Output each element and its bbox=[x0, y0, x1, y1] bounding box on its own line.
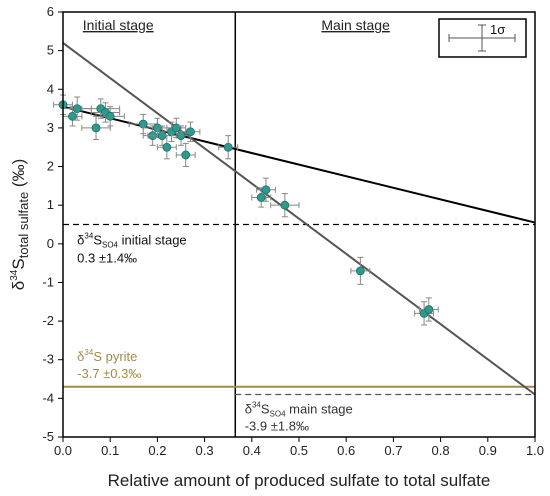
data-point bbox=[68, 111, 77, 121]
annotation-part: δ bbox=[245, 402, 252, 417]
y-tick-label: 2 bbox=[47, 159, 54, 174]
data-point bbox=[72, 104, 82, 113]
annotation-part: SO4 bbox=[102, 241, 119, 250]
annotation-part: SO4 bbox=[270, 410, 287, 419]
y-tick-label: -3 bbox=[42, 352, 54, 367]
x-tick-label: 0.2 bbox=[148, 443, 166, 458]
data-point-group bbox=[256, 177, 276, 202]
stage-label-main: Main stage bbox=[321, 17, 390, 33]
annotation-pyrite-label: δ34S pyrite bbox=[77, 348, 137, 364]
data-point-group bbox=[95, 106, 125, 127]
data-point-group bbox=[156, 135, 177, 160]
data-point-group bbox=[180, 121, 201, 142]
y-axis-title-part: S bbox=[9, 258, 28, 269]
x-tick-label: 0.0 bbox=[54, 443, 72, 458]
x-tick-label: 1.0 bbox=[526, 443, 544, 458]
annotation-so4-initial-value: 0.3 ±1.4‰ bbox=[77, 251, 137, 266]
annotation-part: S bbox=[261, 402, 270, 417]
stage-label-initial: Initial stage bbox=[83, 17, 154, 33]
data-point bbox=[186, 127, 195, 137]
data-point bbox=[256, 193, 266, 202]
y-axis-title-part: 34 bbox=[9, 269, 20, 281]
data-point bbox=[162, 142, 172, 152]
y-tick-label: -4 bbox=[42, 390, 54, 405]
data-point-group bbox=[175, 142, 196, 168]
y-tick-label: -2 bbox=[42, 313, 54, 328]
data-point bbox=[223, 142, 233, 152]
y-tick-label: -1 bbox=[42, 274, 54, 289]
annotation-part: δ bbox=[77, 349, 84, 364]
data-point-group bbox=[270, 193, 300, 218]
y-axis-title: δ34Stotal sulfate (‰) bbox=[9, 159, 31, 290]
fit-line-main-fit bbox=[62, 42, 536, 396]
y-tick-label: 6 bbox=[47, 4, 54, 19]
y-axis-title-part: (‰) bbox=[9, 159, 28, 192]
annotation-so4-main-value: -3.9 ±1.8‰ bbox=[245, 419, 309, 434]
annotation-part: S bbox=[93, 233, 102, 248]
annotation-part: 34 bbox=[84, 232, 93, 241]
data-point-group bbox=[350, 256, 371, 285]
x-axis-title: Relative amount of produced sulfate to t… bbox=[108, 471, 491, 490]
y-tick-label: 0 bbox=[47, 236, 54, 251]
annotation-part: S pyrite bbox=[93, 349, 137, 364]
annotation-part: 34 bbox=[84, 348, 93, 357]
data-point bbox=[181, 150, 191, 160]
data-point bbox=[424, 305, 434, 314]
x-tick-label: 0.6 bbox=[337, 443, 355, 458]
axes-layer: 0.0 0.1 0.2 0.3 0.4 0.5 0.6 0.7 0.8 0.9 1.0 -5 -4 -3 -… bbox=[9, 4, 544, 490]
annotation-part: 34 bbox=[252, 401, 261, 410]
annotation-so4-main-label: δ34SSO4 main stage bbox=[245, 401, 353, 419]
y-tick-label: 1 bbox=[47, 197, 54, 212]
annotation-part: δ bbox=[77, 233, 84, 248]
x-tick-label: 0.4 bbox=[243, 443, 261, 458]
y-tick-label: 5 bbox=[47, 43, 54, 58]
y-tick-label: 3 bbox=[47, 120, 54, 135]
annotation-part: main stage bbox=[286, 402, 353, 417]
data-point-group bbox=[81, 115, 111, 140]
data-point bbox=[105, 111, 115, 121]
data-point-group bbox=[218, 135, 239, 160]
data-point-group bbox=[81, 98, 121, 119]
annotation-pyrite-value: -3.7 ±0.3‰ bbox=[77, 366, 141, 381]
y-axis-title-part: total sulfate bbox=[16, 192, 31, 259]
data-point-group bbox=[128, 113, 158, 135]
error-legend-label: 1σ bbox=[490, 22, 505, 37]
y-tick-label: 4 bbox=[47, 81, 54, 96]
y-axis-title-part: δ bbox=[9, 281, 28, 290]
data-point bbox=[280, 200, 290, 210]
x-tick-label: 0.3 bbox=[196, 443, 214, 458]
data-point-group bbox=[418, 297, 439, 322]
data-point bbox=[91, 123, 101, 133]
x-tick-label: 0.5 bbox=[290, 443, 308, 458]
x-tick-label: 0.1 bbox=[101, 443, 119, 458]
x-tick-label: 0.7 bbox=[384, 443, 402, 458]
data-point bbox=[261, 185, 271, 195]
data-point-group bbox=[251, 187, 272, 208]
y-tick-label: -5 bbox=[42, 429, 54, 444]
data-point bbox=[355, 266, 365, 276]
annotation-part: initial stage bbox=[118, 233, 187, 248]
x-tick-label: 0.9 bbox=[479, 443, 497, 458]
x-tick-label: 0.8 bbox=[432, 443, 450, 458]
error-legend: 1σ bbox=[438, 18, 527, 58]
annotation-so4-initial-label: δ34SSO4 initial stage bbox=[77, 232, 187, 250]
data-point bbox=[171, 123, 181, 133]
